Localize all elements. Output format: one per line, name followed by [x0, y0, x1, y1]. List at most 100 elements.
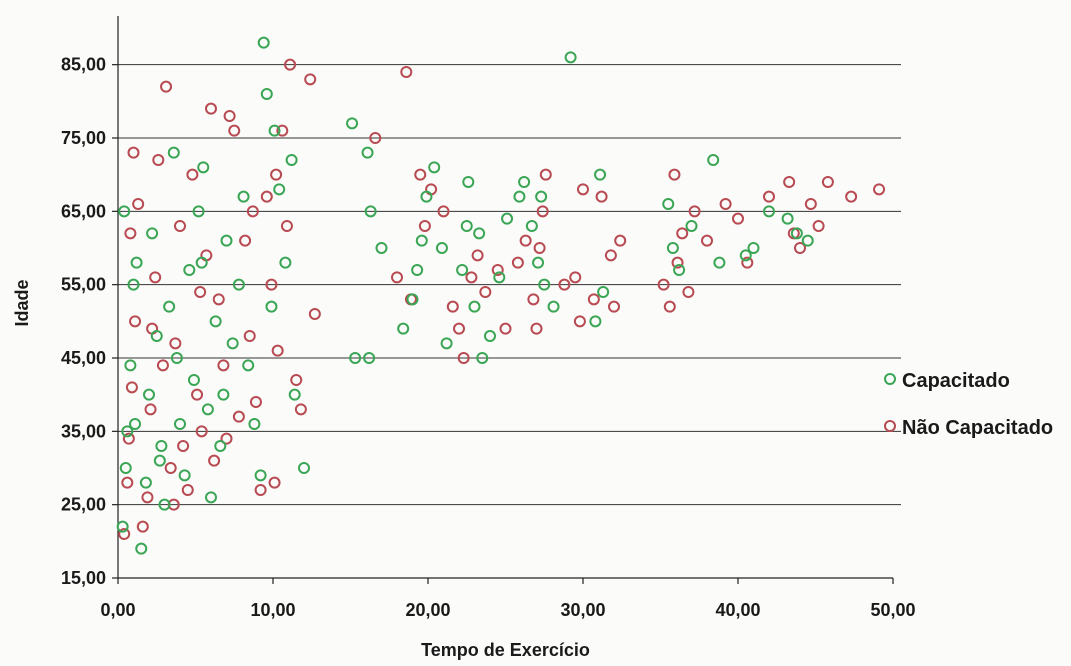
data-point — [205, 102, 217, 115]
data-point — [223, 110, 236, 122]
legend-marker-capacitado — [884, 373, 896, 385]
data-point — [713, 256, 726, 269]
series-capacitado — [116, 36, 814, 555]
data-point — [465, 271, 478, 284]
data-point — [217, 388, 230, 401]
data-point — [156, 359, 169, 372]
data-point — [217, 359, 230, 372]
data-point — [400, 66, 413, 78]
data-point — [473, 227, 486, 240]
data-point — [246, 205, 259, 218]
data-point — [577, 183, 589, 196]
data-point — [781, 212, 794, 225]
data-point — [525, 220, 538, 232]
x-tick-label: 0,00 — [100, 600, 135, 620]
data-point — [265, 300, 278, 313]
y-tick-labels: 15,00 25,00 35,00 45,00 55,00 65,00 75,00 85,00 — [61, 55, 106, 588]
data-point — [719, 198, 732, 210]
data-point — [242, 359, 255, 372]
data-point — [491, 264, 504, 276]
data-point — [783, 176, 796, 188]
y-tick-label: 35,00 — [61, 421, 106, 441]
data-point — [116, 520, 129, 533]
x-tick-labels: 0,00 10,00 20,00 30,00 40,00 50,00 — [100, 600, 915, 620]
data-point — [129, 315, 142, 328]
data-point — [535, 190, 548, 203]
data-point — [125, 381, 138, 394]
data-point — [237, 190, 250, 203]
data-point — [248, 418, 261, 430]
data-point — [298, 462, 310, 474]
data-point — [186, 168, 199, 181]
data-point — [174, 418, 186, 430]
data-point — [662, 198, 675, 210]
data-point — [226, 337, 239, 350]
data-point — [471, 249, 484, 262]
data-point — [254, 484, 267, 496]
series-nao-capacitado — [118, 58, 886, 540]
data-point — [169, 337, 182, 350]
data-point — [155, 440, 168, 452]
data-point — [181, 484, 194, 496]
data-point — [673, 264, 686, 276]
data-point — [595, 190, 608, 203]
data-point — [152, 154, 165, 166]
data-point — [201, 403, 214, 416]
data-point — [192, 205, 205, 218]
y-axis-title: Idade — [12, 279, 32, 326]
data-point — [428, 161, 441, 174]
data-point — [160, 80, 173, 93]
data-point — [558, 278, 571, 291]
data-point — [279, 256, 292, 269]
y-tick-label: 75,00 — [61, 128, 106, 148]
data-point — [457, 352, 470, 364]
data-point — [747, 242, 760, 254]
data-point — [369, 132, 382, 144]
data-point — [453, 322, 465, 335]
data-point — [527, 293, 540, 306]
data-point — [513, 190, 526, 203]
data-point — [685, 220, 698, 232]
data-point — [589, 315, 602, 328]
data-point — [243, 330, 256, 342]
data-point — [170, 352, 183, 364]
data-point — [280, 220, 293, 232]
legend: Capacitado Não Capacitado — [884, 370, 1053, 439]
data-point — [220, 432, 233, 445]
data-point — [391, 271, 403, 284]
data-point — [121, 476, 134, 489]
data-point — [163, 300, 176, 313]
data-point — [177, 440, 190, 452]
data-point — [682, 286, 695, 298]
data-point — [732, 212, 744, 225]
data-point — [308, 308, 321, 320]
data-point — [195, 425, 208, 438]
data-point — [284, 58, 297, 71]
data-point — [676, 227, 689, 240]
data-point — [290, 374, 303, 386]
data-point — [671, 256, 684, 269]
data-point — [135, 542, 148, 555]
data-point — [144, 403, 157, 416]
data-point — [446, 300, 459, 313]
data-point — [420, 190, 433, 203]
data-point — [208, 454, 221, 467]
data-point — [414, 168, 427, 181]
data-point — [270, 168, 283, 181]
data-point — [763, 205, 775, 218]
y-tick-label: 65,00 — [61, 201, 106, 221]
data-point — [294, 403, 307, 416]
data-point — [794, 242, 806, 254]
data-point — [118, 528, 131, 540]
data-point — [276, 124, 289, 137]
data-point — [187, 374, 200, 386]
y-tick-label: 85,00 — [61, 55, 106, 75]
data-point — [158, 498, 171, 511]
data-point — [197, 161, 210, 174]
data-point — [361, 146, 374, 159]
data-point — [232, 410, 245, 423]
data-point — [668, 168, 681, 181]
x-tick-label: 30,00 — [560, 600, 605, 620]
data-point — [119, 462, 132, 474]
